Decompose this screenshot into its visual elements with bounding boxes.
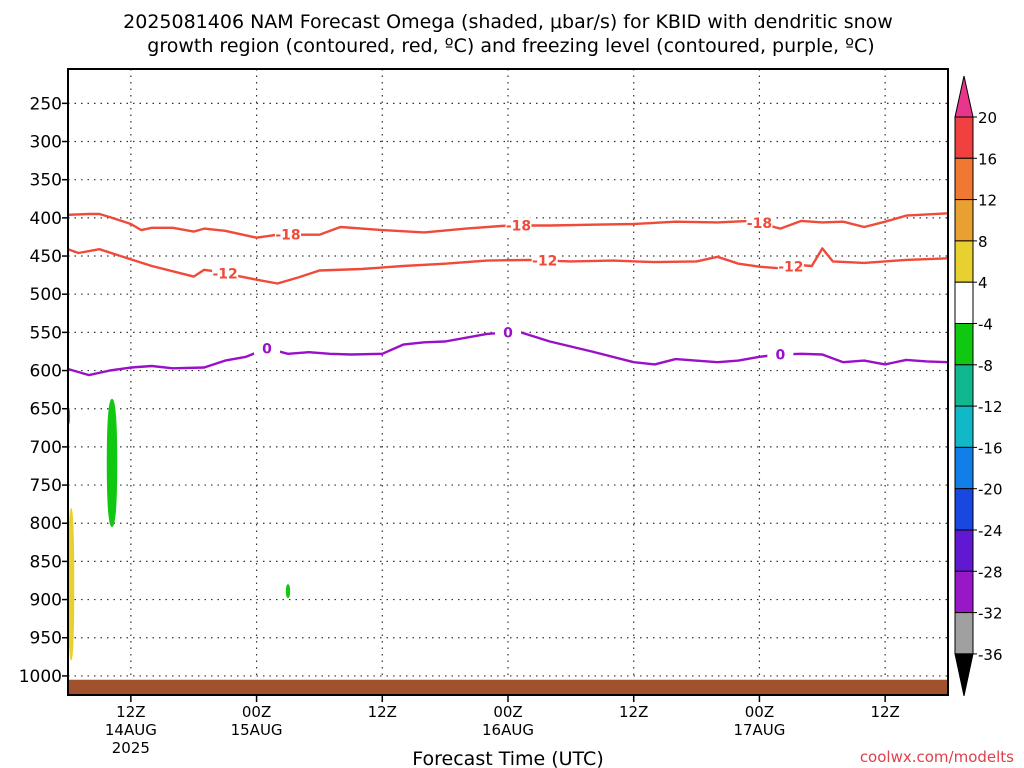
- colorbar-segment: [954, 488, 974, 531]
- colorbar-label: -32: [978, 605, 1003, 623]
- y-tick-label: 400: [30, 209, 62, 229]
- colorbar-label: -24: [978, 522, 1003, 540]
- contour-label-bg: [495, 324, 521, 341]
- colorbar-label: -20: [978, 481, 1003, 499]
- contour-label: 0: [776, 348, 786, 364]
- colorbar-bottom-arrow: [954, 653, 974, 697]
- contour-label: -18: [747, 216, 772, 232]
- colorbar-segment: [954, 405, 974, 448]
- colorbar-segment: [954, 364, 974, 407]
- contour-line: [67, 247, 949, 285]
- omega-shade-region: [285, 584, 291, 599]
- omega-shade-region: [68, 507, 75, 661]
- colorbar: 20 16 12 8 4 -4 -8 -12 -16 -20 -24 -28 -32 -36: [954, 75, 1003, 697]
- colorbar-segment: [954, 529, 974, 572]
- colorbar-segment: [954, 199, 974, 242]
- x-tick-label: 15AUG: [231, 721, 283, 739]
- x-tick-label: 00Z: [493, 703, 522, 721]
- plot-area: -18 -18 -18 -12 -12 -12 0 0 0: [67, 69, 949, 695]
- contour-label: -18: [275, 228, 300, 244]
- colorbar-label: -36: [978, 646, 1003, 664]
- colorbar-segment: [954, 157, 974, 201]
- contour-label: 0: [503, 325, 513, 341]
- colorbar-label: 4: [978, 274, 988, 292]
- colorbar-label: -16: [978, 439, 1003, 457]
- y-tick-label: 300: [30, 133, 62, 153]
- y-tick-label: 900: [30, 591, 62, 611]
- x-tick-label: 00Z: [745, 703, 774, 721]
- y-tick-label: 1000: [19, 667, 62, 687]
- colorbar-label: 16: [978, 150, 997, 168]
- y-tick-label: 950: [30, 629, 62, 649]
- y-tick-label: 350: [30, 171, 62, 191]
- contour-line: [67, 330, 949, 377]
- x-tick-label: 00Z: [242, 703, 271, 721]
- contour-label-bg: [254, 340, 281, 357]
- colorbar-label: -28: [978, 563, 1003, 581]
- contour-label-bg: [505, 217, 532, 234]
- y-tick-label: 600: [30, 362, 62, 382]
- contour-line: [67, 212, 949, 239]
- y-tick-label: 800: [30, 514, 62, 534]
- y-tick-label: 500: [30, 285, 62, 305]
- chart-title-line1: 2025081406 NAM Forecast Omega (shaded, μ…: [123, 11, 893, 33]
- y-tick-label: 750: [30, 476, 62, 496]
- contour-label: -12: [532, 253, 557, 269]
- x-tick-label: 14AUG: [105, 721, 157, 739]
- colorbar-label: -4: [978, 316, 993, 334]
- watermark: coolwx.com/modelts: [860, 748, 1014, 766]
- omega-shade-region: [106, 398, 118, 528]
- contour-label: -12: [778, 260, 803, 276]
- colorbar-segment: [954, 281, 974, 325]
- colorbar-segment: [954, 570, 974, 614]
- contour-label-bg: [746, 215, 773, 232]
- colorbar-segment: [954, 323, 974, 366]
- x-tick-label: 17AUG: [733, 721, 785, 739]
- colorbar-label: -12: [978, 398, 1003, 416]
- colorbar-segment: [954, 116, 974, 159]
- contour-label: -12: [212, 266, 237, 282]
- colorbar-top-arrow: [954, 75, 974, 118]
- x-tick-label: 16AUG: [482, 721, 534, 739]
- colorbar-segment: [954, 612, 974, 655]
- contour-label-bg: [767, 346, 794, 363]
- x-tick-label: 2025: [112, 739, 150, 757]
- contour-label: 0: [262, 341, 272, 357]
- y-tick-label: 450: [30, 247, 62, 267]
- x-tick-label: 12Z: [116, 703, 145, 721]
- contour-label: -18: [506, 219, 531, 235]
- contour-label-bg: [275, 226, 301, 243]
- contour-label-bg: [212, 265, 239, 282]
- y-tick-label: 850: [30, 552, 62, 572]
- terrain-fill: [68, 679, 948, 695]
- x-axis-label: Forecast Time (UTC): [412, 748, 603, 768]
- x-tick-label: 12Z: [368, 703, 397, 721]
- colorbar-segment: [954, 446, 974, 490]
- y-axis-ticks: 250 300 350 400 450 500 550 600 650 700 750 800 850 9…: [19, 94, 68, 687]
- contour-label-bg: [777, 258, 804, 275]
- colorbar-label: 20: [978, 109, 997, 127]
- y-tick-label: 550: [30, 323, 62, 343]
- y-tick-label: 700: [30, 438, 62, 458]
- chart-title-line2: growth region (contoured, red, ºC) and f…: [147, 35, 874, 57]
- x-tick-label: 12Z: [870, 703, 899, 721]
- contour-label-bg: [531, 252, 558, 269]
- colorbar-label: 12: [978, 192, 997, 210]
- x-tick-label: 12Z: [619, 703, 648, 721]
- colorbar-segment: [954, 240, 974, 283]
- colorbar-label: -8: [978, 357, 993, 375]
- y-tick-label: 650: [30, 400, 62, 420]
- y-tick-label: 250: [30, 94, 62, 114]
- colorbar-label: 8: [978, 233, 988, 251]
